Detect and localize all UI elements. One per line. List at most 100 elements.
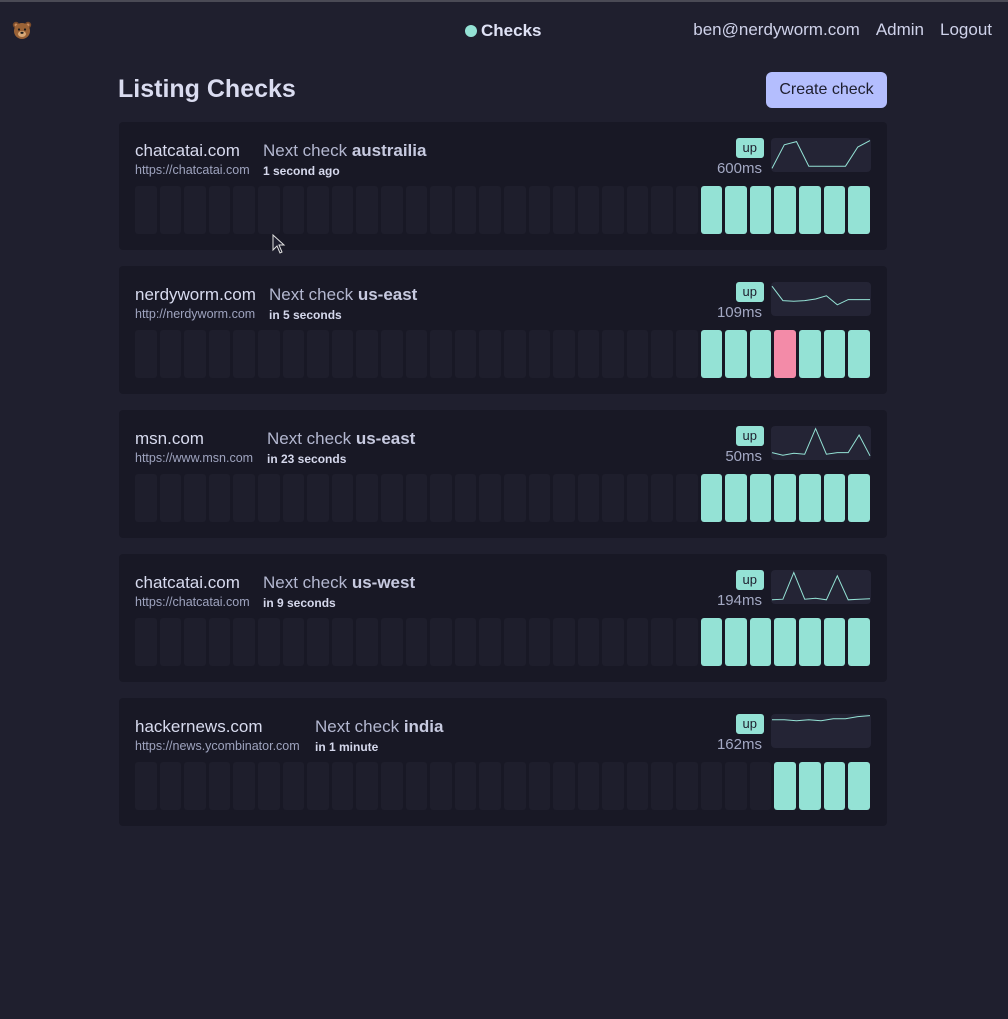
history-bar-empty	[257, 474, 280, 522]
history-bar-up	[749, 186, 772, 234]
check-card[interactable]: hackernews.com https://news.ycombinator.…	[119, 698, 887, 826]
check-history-bars	[135, 762, 870, 810]
history-bar-empty	[208, 474, 231, 522]
history-bar-empty	[307, 618, 329, 666]
history-bar-empty	[479, 762, 501, 810]
history-bar-empty	[135, 330, 157, 378]
history-bar-empty	[405, 330, 428, 378]
history-bar-empty	[184, 330, 206, 378]
history-bar-empty	[135, 186, 157, 234]
history-bar-empty	[282, 186, 305, 234]
history-bar-empty	[159, 762, 182, 810]
history-bar-empty	[577, 474, 600, 522]
latency-value: 50ms	[725, 448, 762, 465]
latency-value: 194ms	[716, 592, 762, 609]
check-url[interactable]: https://chatcatai.com	[135, 595, 250, 609]
brand-link[interactable]: Checks	[465, 21, 541, 41]
sparkline-line	[772, 715, 871, 722]
history-bar-empty	[479, 618, 501, 666]
history-bar-empty	[676, 618, 698, 666]
history-bar-empty	[257, 762, 280, 810]
check-domain[interactable]: chatcatai.com	[135, 141, 240, 160]
history-bar-empty	[184, 618, 206, 666]
history-bar-empty	[676, 762, 698, 810]
next-check-label: Next check us-east	[269, 285, 417, 305]
history-bar-empty	[479, 474, 501, 522]
sparkline-line	[771, 140, 871, 169]
brand-label: Checks	[481, 21, 542, 40]
user-email-link[interactable]: ben@nerdyworm.com	[693, 20, 860, 39]
create-check-button[interactable]: Create check	[766, 72, 887, 108]
admin-link[interactable]: Admin	[875, 20, 924, 39]
check-domain[interactable]: chatcatai.com	[135, 573, 240, 592]
check-history-bars	[135, 186, 870, 234]
history-bar-empty	[356, 618, 378, 666]
history-bar-empty	[159, 186, 182, 234]
history-bar-empty	[626, 330, 649, 378]
check-domain[interactable]: nerdyworm.com	[135, 285, 256, 304]
top-nav: Checks ben@nerdyworm.com Admin Logout	[0, 0, 1008, 60]
history-bar-up	[700, 186, 723, 234]
history-bar-up	[749, 474, 772, 522]
latency-sparkline	[771, 138, 871, 172]
history-bar-up	[823, 762, 846, 810]
history-bar-up	[749, 618, 772, 666]
history-bar-empty	[651, 762, 674, 810]
history-bar-empty	[553, 186, 575, 234]
history-bar-empty	[307, 186, 329, 234]
logout-link[interactable]: Logout	[940, 20, 992, 39]
history-bar-empty	[405, 618, 428, 666]
history-bar-empty	[602, 618, 624, 666]
history-bar-empty	[282, 474, 305, 522]
check-domain[interactable]: msn.com	[135, 429, 204, 448]
check-domain[interactable]: hackernews.com	[135, 717, 263, 736]
history-bar-empty	[602, 762, 624, 810]
check-url[interactable]: https://www.msn.com	[135, 451, 254, 465]
history-bar-empty	[233, 618, 255, 666]
bear-icon[interactable]	[12, 20, 32, 40]
history-bar-up	[799, 762, 821, 810]
history-bar-empty	[331, 762, 354, 810]
history-bar-empty	[356, 762, 378, 810]
next-check-label: Next check austrailia	[263, 141, 426, 161]
check-url[interactable]: https://chatcatai.com	[135, 163, 250, 177]
history-bar-empty	[380, 186, 403, 234]
history-bar-empty	[233, 186, 255, 234]
history-bar-empty	[577, 618, 600, 666]
check-card[interactable]: nerdyworm.com http://nerdyworm.com Next …	[119, 266, 887, 394]
latency-value: 600ms	[716, 160, 762, 177]
history-bar-empty	[135, 474, 157, 522]
next-check-time: in 5 seconds	[269, 308, 342, 322]
next-check-time: in 1 minute	[315, 740, 379, 754]
nav-links: ben@nerdyworm.com Admin Logout	[693, 20, 992, 40]
history-bar-empty	[602, 330, 624, 378]
history-bar-empty	[553, 762, 575, 810]
history-bar-up	[848, 474, 870, 522]
check-card[interactable]: msn.com https://www.msn.com Next check u…	[119, 410, 887, 538]
check-card[interactable]: chatcatai.com https://chatcatai.com Next…	[119, 122, 887, 250]
window-top-border	[0, 0, 1008, 2]
history-bar-empty	[676, 474, 698, 522]
history-bar-up	[799, 186, 821, 234]
next-check-time: 1 second ago	[263, 164, 340, 178]
check-url[interactable]: https://news.ycombinator.com	[135, 739, 300, 753]
history-bar-empty	[380, 618, 403, 666]
history-bar-up	[725, 618, 747, 666]
check-card[interactable]: chatcatai.com https://chatcatai.com Next…	[119, 554, 887, 682]
history-bar-empty	[380, 474, 403, 522]
next-check-prefix: Next check	[315, 717, 404, 736]
history-bar-empty	[405, 186, 428, 234]
history-bar-empty	[331, 186, 354, 234]
check-url[interactable]: http://nerdyworm.com	[135, 307, 256, 321]
history-bar-empty	[208, 330, 231, 378]
history-bar-empty	[430, 618, 452, 666]
history-bar-up	[823, 474, 846, 522]
history-bar-empty	[553, 330, 575, 378]
history-bar-up	[848, 330, 870, 378]
history-bar-empty	[454, 618, 477, 666]
history-bar-up	[774, 186, 797, 234]
next-check-time: in 9 seconds	[263, 596, 336, 610]
history-bar-up	[848, 762, 870, 810]
history-bar-empty	[503, 186, 526, 234]
history-bar-empty	[528, 330, 551, 378]
